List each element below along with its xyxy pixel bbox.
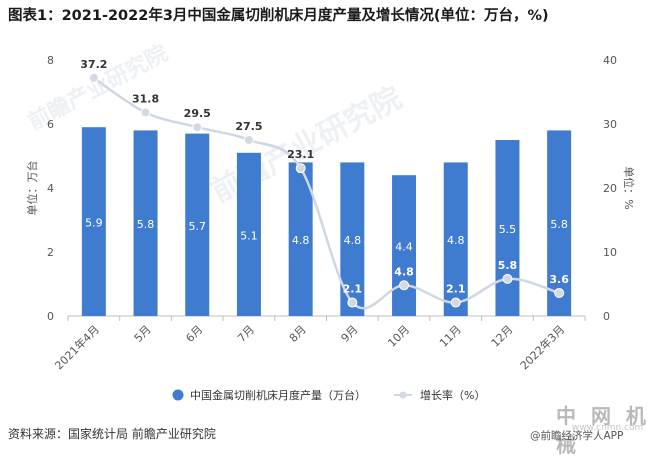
chart-title: 图表1：2021-2022年3月中国金属切削机床月度产量及增长情况(单位：万台，… — [8, 8, 549, 24]
bar-value-label: 5.8 — [550, 218, 568, 231]
bar — [443, 162, 468, 316]
bar-value-label: 5.5 — [499, 223, 517, 236]
growth-value-label: 3.6 — [549, 273, 569, 286]
x-tick-label: 9月 — [339, 323, 361, 345]
growth-value-label: 2.1 — [446, 283, 466, 296]
growth-point — [450, 297, 461, 308]
bar-series — [81, 127, 572, 316]
x-tick-label: 11月 — [437, 323, 464, 350]
bar-value-label: 5.9 — [85, 217, 103, 230]
growth-point — [243, 135, 254, 145]
data-labels: 5.9 5.8 5.7 5.1 4.8 4.8 4.4 4.8 5.5 5.8 37.2 31.8 29… — [80, 58, 569, 296]
bar-value-label: 5.7 — [189, 220, 207, 233]
legend-bar-marker — [172, 389, 184, 401]
legend-line-label: 增长率（%） — [420, 388, 485, 402]
bar — [392, 175, 417, 316]
watermark-cnmn-url: www.cnmn.com — [572, 423, 644, 433]
growth-point — [502, 273, 513, 284]
y2-tick-label: 20 — [603, 182, 617, 195]
x-tick-label: 8月 — [287, 323, 309, 345]
y2-tick-label: 0 — [603, 310, 610, 323]
legend-bar-label: 中国金属切削机床月度产量（万台） — [190, 388, 366, 402]
y-tick-label: 4 — [47, 182, 54, 195]
source-note: 资料来源：国家统计局 前瞻产业研究院 — [8, 427, 216, 441]
x-tick-label: 10月 — [385, 323, 412, 350]
chart-axes: 0 2 4 6 8 0 10 20 30 40 单位：万台 单位：% 2021年4月 5月 6月 7月 8月 9月… — [25, 54, 636, 372]
chart-legend: 中国金属切削机床月度产量（万台） 增长率（%） — [172, 388, 485, 402]
growth-value-label: 2.1 — [343, 283, 363, 296]
x-tick-label: 2022年3月 — [517, 322, 567, 372]
bar-value-label: 4.4 — [395, 241, 413, 254]
x-tick-label: 2021年4月 — [52, 322, 102, 372]
growth-value-label: 5.8 — [498, 259, 518, 272]
bar-value-label: 5.1 — [240, 229, 258, 242]
bar — [495, 140, 520, 316]
y2-axis-title: 单位：% — [622, 166, 636, 209]
chart-area: 0 2 4 6 8 0 10 20 30 40 单位：万台 单位：% 2021年4月 5月 6月 7月 8月 9月… — [25, 54, 636, 402]
growth-point — [295, 163, 306, 174]
bar — [185, 133, 210, 316]
growth-value-label: 31.8 — [132, 92, 159, 105]
x-tick-label: 7月 — [235, 323, 257, 345]
x-tick-label: 6月 — [183, 323, 205, 345]
legend-line-marker — [399, 391, 407, 399]
bar — [133, 130, 158, 316]
growth-point — [88, 72, 99, 83]
growth-point — [399, 280, 410, 291]
x-tick-label: 5月 — [132, 323, 154, 345]
growth-value-label: 23.1 — [287, 148, 314, 161]
watermark-app: @前瞻经济学人APP — [530, 430, 624, 442]
growth-point — [192, 122, 203, 133]
y-axis-title: 单位：万台 — [25, 161, 39, 216]
growth-value-label: 27.5 — [235, 120, 262, 133]
bar — [547, 130, 572, 316]
y2-tick-label: 10 — [603, 246, 617, 259]
watermark-cnmn: 中 网 机 械 — [556, 404, 650, 457]
growth-value-label: 37.2 — [80, 58, 107, 71]
x-tick-label: 12月 — [489, 323, 516, 350]
y2-tick-label: 30 — [603, 118, 617, 131]
bar-value-label: 4.8 — [344, 234, 362, 247]
y-tick-label: 6 — [47, 118, 54, 131]
growth-point — [347, 297, 358, 308]
bar — [81, 127, 106, 316]
growth-value-label: 29.5 — [184, 107, 211, 120]
growth-point — [140, 107, 151, 118]
growth-point — [554, 287, 565, 298]
bar-value-label: 5.8 — [137, 218, 155, 231]
bar-value-label: 4.8 — [447, 234, 465, 247]
y-tick-label: 0 — [47, 310, 54, 323]
y-tick-label: 8 — [47, 54, 54, 67]
y-tick-label: 2 — [47, 246, 54, 259]
line-series — [88, 72, 565, 310]
bar-value-label: 4.8 — [292, 234, 310, 247]
bar — [236, 152, 261, 316]
growth-line — [93, 76, 560, 310]
y2-tick-label: 40 — [603, 54, 617, 67]
growth-value-label: 4.8 — [394, 265, 414, 278]
